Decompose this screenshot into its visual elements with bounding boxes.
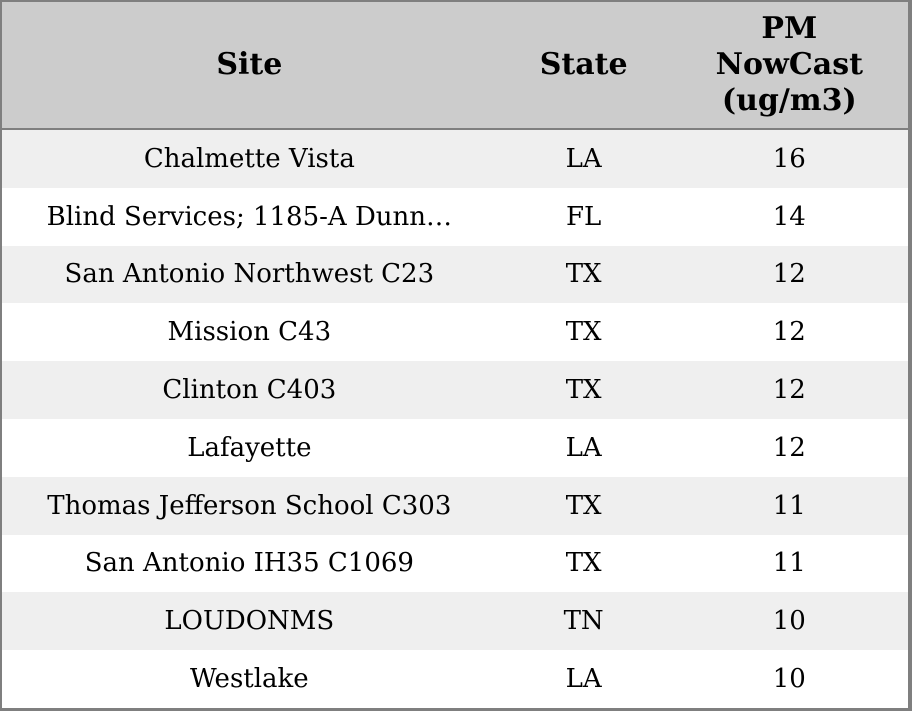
state-cell: TX	[565, 259, 602, 290]
column-header-site: Site	[216, 47, 283, 82]
pm-value-cell: 12	[772, 375, 806, 406]
table-row: Mission C43 TX 12	[2, 303, 908, 362]
pm-value-cell: 14	[772, 201, 806, 232]
table-row: Thomas Jefferson School C303 TX 11	[2, 476, 908, 535]
site-cell: San Antonio IH35 C1069	[84, 548, 414, 579]
state-cell: FL	[565, 201, 602, 232]
table-row: Westlake LA 10	[2, 650, 908, 708]
state-cell: LA	[565, 143, 602, 174]
table-row: Chalmette Vista LA 16	[2, 130, 908, 188]
table-row: Clinton C403 TX 12	[2, 361, 908, 419]
state-cell: TX	[565, 490, 602, 521]
site-cell: Thomas Jefferson School C303	[47, 490, 452, 521]
pm-value-cell: 12	[772, 432, 806, 463]
pm-value-cell: 11	[772, 548, 806, 579]
site-cell: Chalmette Vista	[143, 143, 355, 174]
site-cell: LOUDONMS	[164, 606, 335, 637]
pm-value-cell: 12	[772, 317, 806, 348]
pm-value-cell: 12	[772, 259, 806, 290]
site-cell: San Antonio Northwest C23	[64, 259, 435, 290]
column-header-state: State	[539, 47, 628, 82]
pm-value-cell: 16	[772, 143, 806, 174]
pm-value-cell: 10	[772, 664, 806, 695]
state-cell: LA	[565, 664, 602, 695]
state-cell: TX	[565, 317, 602, 348]
site-cell: Mission C43	[167, 317, 332, 348]
state-cell: TN	[563, 606, 604, 637]
state-cell: TX	[565, 375, 602, 406]
site-cell: Clinton C403	[162, 375, 337, 406]
table-body: Chalmette Vista LA 16 Blind Services; 11…	[2, 130, 908, 708]
site-cell: Blind Services; 1185-A Dunn…	[46, 201, 453, 232]
pm-header-line-3: (ug/m3)	[721, 83, 857, 118]
table-row: Blind Services; 1185-A Dunn… FL 14	[2, 187, 908, 246]
site-cell: Lafayette	[187, 432, 312, 463]
column-header-pm-nowcast: PM NowCast (ug/m3)	[671, 2, 908, 128]
table-row: Lafayette LA 12	[2, 418, 908, 477]
table-row: San Antonio IH35 C1069 TX 11	[2, 534, 908, 593]
table-row: San Antonio Northwest C23 TX 12	[2, 245, 908, 304]
table-row: LOUDONMS TN 10	[2, 592, 908, 651]
site-cell: Westlake	[189, 664, 309, 695]
pm-header-line-2: NowCast	[715, 47, 863, 82]
pm-value-cell: 11	[772, 490, 806, 521]
state-cell: TX	[565, 548, 602, 579]
state-cell: LA	[565, 432, 602, 463]
pm-header-line-1: PM	[761, 11, 818, 46]
table-header-row: Site State PM NowCast (ug/m3)	[2, 2, 908, 130]
pm-value-cell: 10	[772, 606, 806, 637]
